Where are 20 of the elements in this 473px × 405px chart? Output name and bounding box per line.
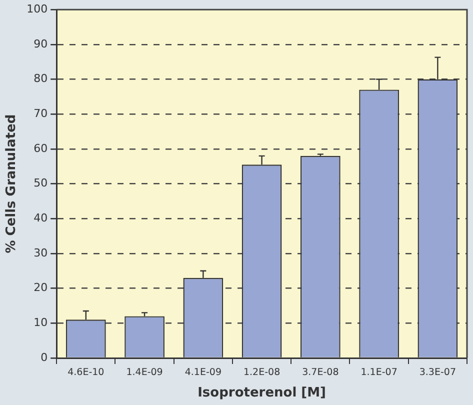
y-tick-label: 50 [34, 176, 48, 190]
y-axis-title: % Cells Granulated [4, 114, 20, 254]
y-tick-label: 0 [40, 350, 48, 364]
x-tick-label: 3.3E-07 [419, 367, 456, 378]
x-tick-label: 4.1E-09 [184, 367, 222, 378]
x-tick-label: 1.1E-07 [360, 367, 398, 378]
y-tick-label: 70 [34, 106, 48, 120]
x-tick-label: 3.7E-08 [302, 367, 339, 378]
y-tick-label: 10 [34, 316, 48, 330]
y-tick-label: 60 [34, 142, 48, 155]
x-axis-title: Isoproterenol [M] [198, 386, 326, 401]
y-tick-label: 80 [34, 72, 48, 86]
y-tick-label: 90 [34, 37, 48, 50]
y-tick-label: 20 [34, 281, 48, 294]
y-tick-label: 40 [34, 212, 48, 224]
y-tick-label: 100 [26, 2, 48, 16]
x-tick-label: 1.2E-08 [243, 367, 280, 378]
x-tick-label: 4.6E-10 [68, 367, 104, 378]
x-tick-label: 1.4E-09 [126, 367, 163, 378]
y-tick-label: 30 [34, 246, 48, 260]
